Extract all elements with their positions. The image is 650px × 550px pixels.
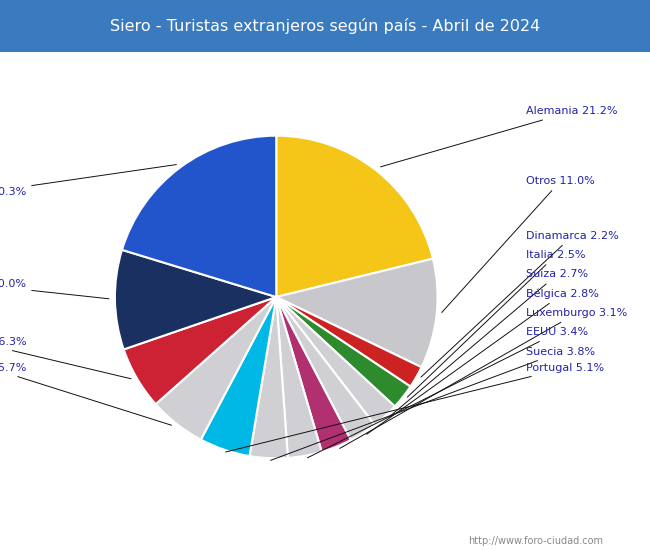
Text: Otros 11.0%: Otros 11.0% xyxy=(442,176,595,312)
Wedge shape xyxy=(122,136,276,297)
Text: Alemania 21.2%: Alemania 21.2% xyxy=(381,107,618,167)
Text: Portugal 5.1%: Portugal 5.1% xyxy=(226,363,604,452)
Wedge shape xyxy=(276,297,395,425)
Wedge shape xyxy=(115,250,276,349)
Text: Francia 20.3%: Francia 20.3% xyxy=(0,164,176,197)
Text: Países Bajos 10.0%: Países Bajos 10.0% xyxy=(0,279,109,299)
Text: Reino Unido 6.3%: Reino Unido 6.3% xyxy=(0,337,131,379)
Text: Siero - Turistas extranjeros según país - Abril de 2024: Siero - Turistas extranjeros según país … xyxy=(110,18,540,34)
Wedge shape xyxy=(276,297,374,440)
Text: Italia 2.5%: Italia 2.5% xyxy=(408,250,586,397)
Wedge shape xyxy=(124,297,276,404)
Text: EEUU 3.4%: EEUU 3.4% xyxy=(307,327,588,458)
Wedge shape xyxy=(276,297,322,458)
Wedge shape xyxy=(276,258,437,367)
Wedge shape xyxy=(276,297,410,406)
Text: Suiza 2.7%: Suiza 2.7% xyxy=(389,270,588,417)
Text: Dinamarca 2.2%: Dinamarca 2.2% xyxy=(421,230,619,377)
Wedge shape xyxy=(276,136,433,297)
Wedge shape xyxy=(276,297,421,387)
Text: Bélgica 2.8%: Bélgica 2.8% xyxy=(367,289,599,434)
Wedge shape xyxy=(276,297,351,452)
Wedge shape xyxy=(155,297,276,439)
Text: Suecia 3.8%: Suecia 3.8% xyxy=(270,347,595,460)
Wedge shape xyxy=(250,297,288,458)
Text: http://www.foro-ciudad.com: http://www.foro-ciudad.com xyxy=(468,536,603,547)
Wedge shape xyxy=(201,297,276,456)
Text: Austria 5.7%: Austria 5.7% xyxy=(0,363,172,425)
Text: Luxemburgo 3.1%: Luxemburgo 3.1% xyxy=(340,308,627,448)
